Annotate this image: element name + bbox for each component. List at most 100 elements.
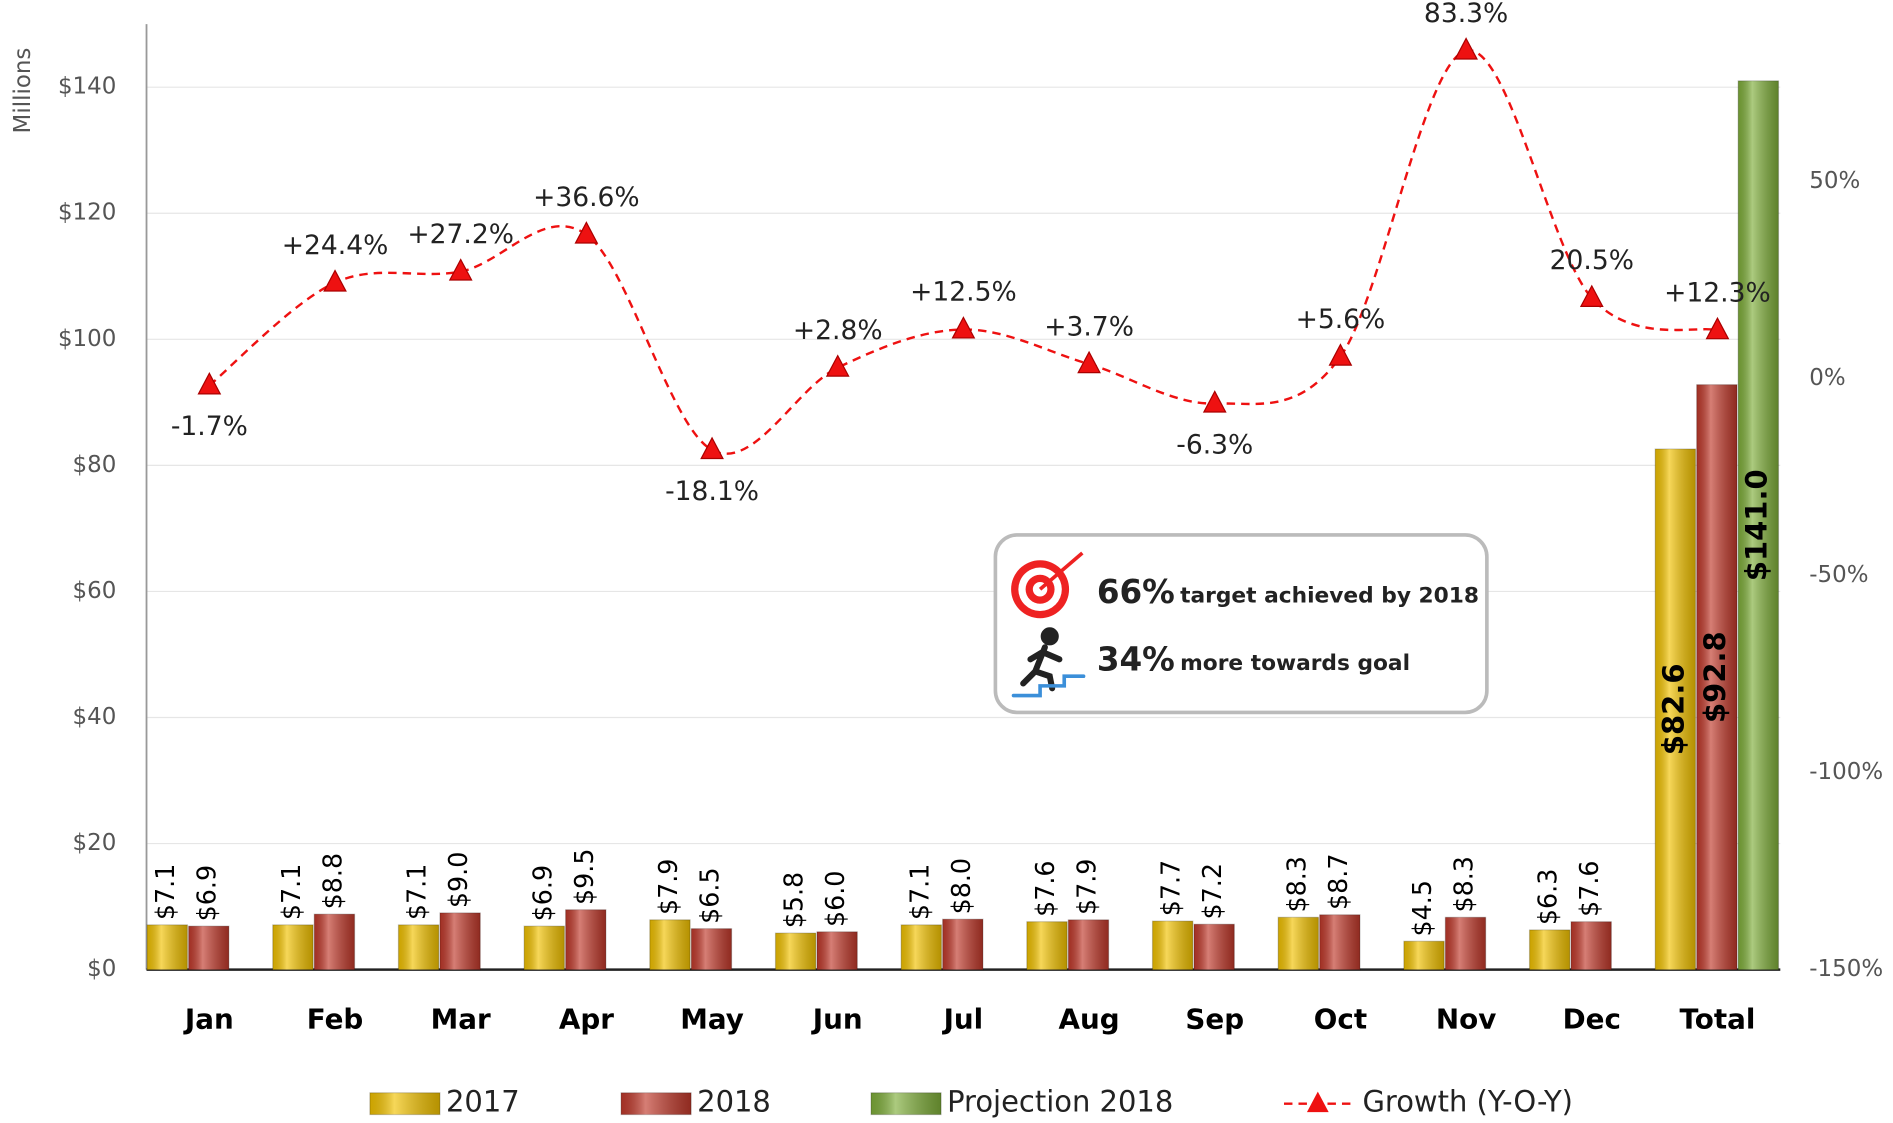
- y-tick-label: $100: [58, 326, 116, 352]
- growth-marker: [1705, 316, 1730, 340]
- growth-label: +36.6%: [533, 182, 640, 213]
- growth-label: +3.7%: [1044, 311, 1134, 342]
- bar-shine: [1278, 917, 1319, 970]
- growth-label: +5.6%: [1296, 304, 1386, 335]
- y-tick-label: $0: [87, 956, 116, 982]
- y-tick-label: $80: [73, 452, 117, 478]
- growth-marker: [825, 354, 850, 377]
- y-tick-label: $20: [73, 830, 117, 856]
- value-label: $7.9: [1071, 859, 1101, 915]
- value-label: $8.7: [1323, 854, 1353, 910]
- growth-marker: [700, 436, 724, 460]
- y2-tick-label: -50%: [1809, 562, 1868, 588]
- value-label: $8.0: [946, 858, 976, 914]
- value-label: $7.1: [276, 864, 306, 920]
- bar-shine: [565, 909, 606, 970]
- legend-marker: [1306, 1091, 1329, 1113]
- bar-shine: [524, 926, 565, 970]
- y2-tick-label: -150%: [1809, 956, 1883, 982]
- annotation-value: 34%: [1097, 641, 1175, 679]
- growth-label: +24.4%: [282, 230, 389, 261]
- growth-label: 83.3%: [1424, 0, 1508, 29]
- bar-shine: [942, 919, 983, 970]
- x-tick-label: Jan: [183, 1002, 234, 1035]
- x-tick-label: Mar: [431, 1002, 491, 1035]
- bar-shine: [775, 933, 816, 970]
- value-label: $6.0: [820, 871, 850, 927]
- growth-marker: [448, 258, 473, 281]
- growth-label: -6.3%: [1176, 429, 1253, 460]
- bar-shine: [1319, 914, 1360, 970]
- growth-marker: [1328, 343, 1353, 366]
- x-tick-label: Feb: [307, 1002, 364, 1035]
- bar-shine: [272, 924, 314, 970]
- bar-shine: [1152, 921, 1193, 970]
- value-label: $6.3: [1533, 869, 1563, 925]
- growth-marker: [197, 372, 222, 395]
- growth-label: +12.5%: [910, 277, 1017, 308]
- value-label: $7.1: [904, 864, 934, 920]
- value-label: $82.6: [1656, 663, 1690, 755]
- growth-marker: [951, 316, 976, 339]
- x-tick-label: Total: [1680, 1002, 1756, 1035]
- value-label: $6.5: [694, 867, 724, 923]
- legend-shine: [871, 1092, 942, 1115]
- value-label: $9.0: [443, 852, 473, 908]
- bar-shine: [691, 928, 732, 970]
- annotation-text: target achieved by 2018: [1180, 584, 1479, 609]
- bar-shine: [901, 924, 942, 970]
- legend-shine: [369, 1092, 440, 1115]
- value-label: $141.0: [1739, 469, 1773, 581]
- x-tick-label: Dec: [1563, 1002, 1621, 1035]
- bar-shine: [1655, 448, 1696, 970]
- annotation-text: more towards goal: [1180, 651, 1410, 676]
- bar-shine: [816, 931, 858, 970]
- value-label: $6.9: [527, 865, 557, 921]
- value-label: $7.6: [1030, 860, 1060, 916]
- value-label: $8.3: [1449, 856, 1479, 912]
- value-label: $7.7: [1156, 860, 1186, 916]
- x-tick-label: Sep: [1185, 1002, 1244, 1035]
- x-tick-label: Jun: [811, 1002, 863, 1035]
- growth-marker: [1579, 284, 1604, 308]
- legend-label: 2018: [697, 1085, 771, 1119]
- growth-marker: [1454, 37, 1478, 60]
- legend-shine: [621, 1092, 692, 1115]
- bar-shine: [1194, 924, 1235, 970]
- growth-marker: [1202, 390, 1227, 413]
- legend-label: Projection 2018: [947, 1085, 1173, 1119]
- x-tick-label: Oct: [1314, 1002, 1367, 1035]
- bar-shine: [1571, 921, 1612, 970]
- bar-shine: [1026, 921, 1068, 970]
- bar-shine: [1738, 80, 1779, 970]
- growth-label: +27.2%: [407, 219, 514, 250]
- bar-shine: [188, 926, 229, 970]
- bar-shine: [398, 924, 439, 970]
- value-label: $8.8: [317, 853, 347, 909]
- value-label: $7.2: [1197, 863, 1227, 919]
- growth-marker: [574, 221, 599, 244]
- legend-label: 2017: [446, 1085, 520, 1119]
- legend-label: Growth (Y-O-Y): [1362, 1085, 1573, 1119]
- bar-shine: [1445, 917, 1486, 970]
- growth-marker: [323, 269, 347, 292]
- value-label: $6.9: [192, 865, 222, 921]
- y-tick-label: $40: [73, 704, 117, 730]
- bar-shine: [314, 914, 355, 970]
- y-tick-label: $140: [58, 74, 116, 100]
- value-label: $92.8: [1698, 631, 1732, 723]
- value-label: $7.9: [653, 859, 683, 915]
- value-label: $4.5: [1407, 880, 1437, 936]
- y-tick-label: $120: [58, 200, 116, 226]
- growth-line: [208, 49, 1718, 455]
- x-tick-label: Apr: [559, 1002, 614, 1035]
- annotation-value: 66%: [1097, 573, 1175, 611]
- growth-label: -18.1%: [665, 476, 759, 507]
- y2-tick-label: 50%: [1809, 168, 1860, 194]
- bar-shine: [1529, 929, 1570, 970]
- bar-shine: [147, 924, 188, 970]
- y-tick-label: $60: [73, 578, 117, 604]
- growth-marker: [1077, 350, 1101, 374]
